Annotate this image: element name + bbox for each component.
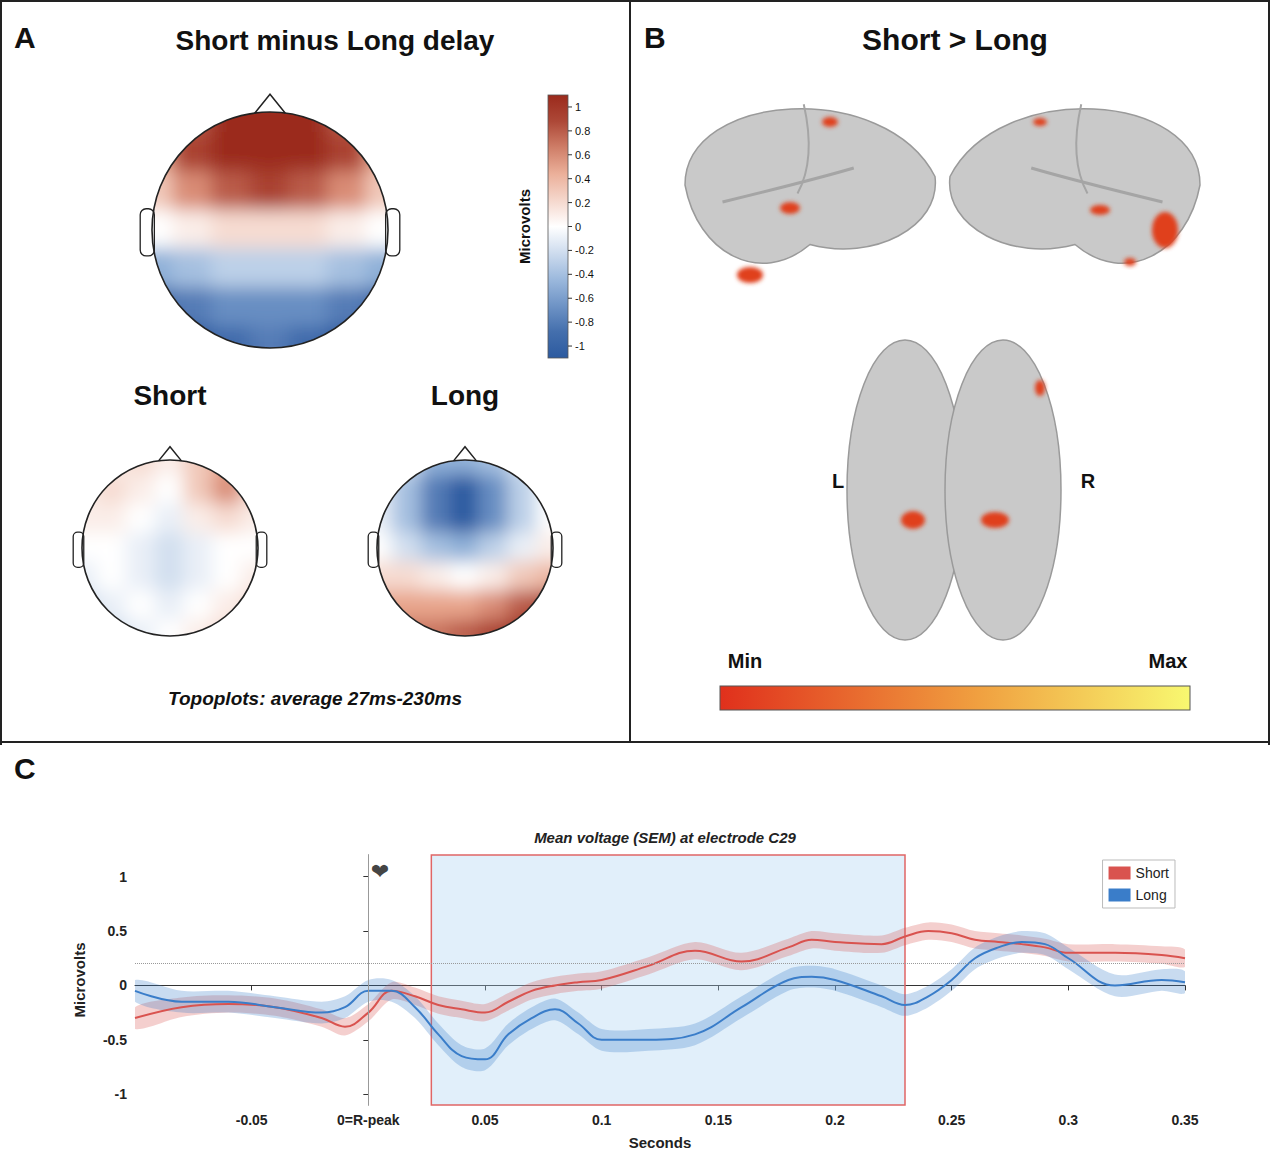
svg-text:0.05: 0.05 — [471, 1112, 498, 1128]
svg-text:R: R — [1081, 470, 1096, 492]
svg-text:Mean voltage (SEM) at electrod: Mean voltage (SEM) at electrode C29 — [534, 829, 796, 846]
svg-text:0.2: 0.2 — [575, 197, 590, 209]
svg-text:Max: Max — [1149, 650, 1188, 672]
svg-text:Topoplots: average 27ms-230ms: Topoplots: average 27ms-230ms — [168, 688, 462, 709]
svg-text:-0.8: -0.8 — [575, 316, 594, 328]
svg-text:Short: Short — [1136, 865, 1170, 881]
svg-text:-1: -1 — [575, 340, 585, 352]
svg-text:1: 1 — [119, 869, 127, 885]
svg-text:-1: -1 — [115, 1086, 128, 1102]
svg-text:0: 0 — [575, 221, 581, 233]
svg-text:Microvolts: Microvolts — [71, 942, 88, 1017]
svg-text:Short minus Long delay: Short minus Long delay — [176, 25, 495, 56]
svg-text:Short > Long: Short > Long — [862, 23, 1048, 56]
svg-text:B: B — [644, 21, 666, 54]
svg-text:-0.05: -0.05 — [236, 1112, 268, 1128]
svg-text:0.2: 0.2 — [825, 1112, 845, 1128]
svg-text:C: C — [14, 752, 36, 785]
svg-text:0.4: 0.4 — [575, 173, 590, 185]
svg-text:Long: Long — [431, 380, 499, 411]
svg-text:0.15: 0.15 — [705, 1112, 732, 1128]
svg-text:Seconds: Seconds — [629, 1134, 692, 1151]
svg-text:Microvolts: Microvolts — [516, 189, 533, 264]
svg-text:Short: Short — [133, 380, 206, 411]
svg-text:-0.2: -0.2 — [575, 244, 594, 256]
svg-text:1: 1 — [575, 101, 581, 113]
svg-text:0.3: 0.3 — [1059, 1112, 1079, 1128]
svg-text:-0.4: -0.4 — [575, 268, 594, 280]
svg-text:0.8: 0.8 — [575, 125, 590, 137]
svg-text:A: A — [14, 21, 36, 54]
svg-text:L: L — [832, 470, 844, 492]
svg-text:Min: Min — [728, 650, 762, 672]
svg-text:0: 0 — [119, 977, 127, 993]
svg-text:❤: ❤ — [371, 859, 389, 884]
svg-text:0.35: 0.35 — [1171, 1112, 1198, 1128]
svg-text:Long: Long — [1136, 887, 1167, 903]
svg-text:0.1: 0.1 — [592, 1112, 612, 1128]
svg-text:0=R-peak: 0=R-peak — [337, 1112, 400, 1128]
svg-text:0.5: 0.5 — [108, 923, 128, 939]
svg-text:0.25: 0.25 — [938, 1112, 965, 1128]
svg-text:-0.5: -0.5 — [103, 1032, 127, 1048]
svg-text:0.6: 0.6 — [575, 149, 590, 161]
svg-text:-0.6: -0.6 — [575, 292, 594, 304]
